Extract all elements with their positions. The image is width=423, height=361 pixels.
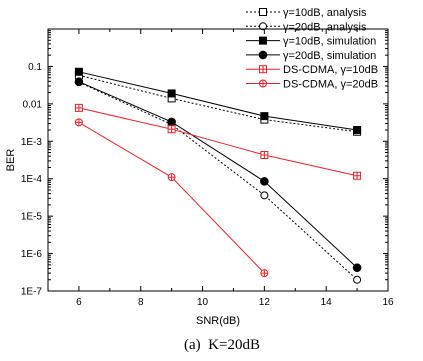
legend-label: DS-CDMA, γ=10dB — [283, 64, 378, 76]
series-2 — [74, 78, 362, 284]
x-tick-label: 16 — [382, 297, 394, 308]
data-point — [260, 191, 269, 200]
legend-label: γ=10dB, simulation — [283, 36, 376, 48]
legend-marker — [259, 65, 267, 74]
series-5 — [74, 103, 362, 180]
legend-item: γ=10dB, analysis — [246, 7, 367, 19]
x-axis-title: SNR(dB) — [196, 315, 240, 327]
series-line — [78, 74, 358, 133]
plot-area — [47, 28, 389, 292]
legend-label: DS-CDMA, γ=20dB — [283, 79, 378, 91]
data-point — [74, 77, 84, 87]
data-point — [260, 269, 269, 278]
data-point — [353, 171, 362, 180]
legend-marker — [259, 36, 267, 45]
axis-ticks: 6 8 10 12 14 16 0.1 0.01 1E-3 1E-4 1E-5 1E-6 1E-7 — [21, 29, 394, 308]
y-tick-label: 0.01 — [23, 99, 43, 110]
y-tick-label: 1E-3 — [21, 137, 43, 148]
legend-item: γ=10dB, simulation — [246, 36, 376, 48]
legend-item: γ=20dB, simulation — [246, 50, 376, 62]
data-point — [352, 263, 362, 272]
legend-marker — [258, 50, 268, 60]
series-line — [78, 81, 358, 269]
data-point — [167, 125, 176, 134]
legend-marker — [259, 22, 267, 31]
legend-label: γ=20dB, analysis — [283, 21, 367, 33]
data-point — [260, 112, 269, 121]
legend-item: DS-CDMA, γ=20dB — [246, 79, 378, 91]
series-3 — [74, 67, 362, 135]
series-line — [78, 121, 265, 274]
x-tick-label: 8 — [138, 297, 144, 308]
data-point — [353, 275, 362, 284]
data-point — [74, 103, 83, 112]
y-tick-label: 1E-4 — [21, 174, 43, 185]
x-tick-label: 10 — [197, 297, 209, 308]
x-tick-label: 6 — [76, 297, 82, 308]
legend-marker — [259, 8, 267, 16]
data-series — [74, 67, 362, 284]
series-line — [78, 71, 358, 131]
data-point — [167, 89, 176, 98]
y-tick-label: 1E-7 — [21, 287, 43, 298]
y-tick-label: 0.1 — [28, 62, 42, 73]
legend-marker — [259, 79, 267, 88]
data-point — [74, 67, 83, 76]
data-point — [167, 117, 176, 127]
legend-label: γ=20dB, simulation — [283, 50, 376, 62]
data-point — [167, 173, 176, 182]
series-6 — [74, 118, 269, 278]
legend-item: DS-CDMA, γ=10dB — [246, 64, 378, 76]
series-line — [78, 81, 358, 281]
data-point — [353, 126, 362, 135]
series-4 — [74, 77, 362, 272]
data-point — [74, 118, 83, 127]
x-tick-label: 14 — [321, 297, 333, 308]
data-point — [260, 177, 269, 186]
figure-caption: (a) K=20dB — [184, 337, 260, 353]
legend-label: γ=10dB, analysis — [283, 7, 367, 19]
y-axis-title: BER — [5, 149, 17, 172]
x-tick-label: 12 — [259, 297, 271, 308]
series-line — [78, 107, 358, 177]
y-tick-label: 1E-6 — [21, 249, 43, 260]
y-tick-label: 1E-5 — [21, 212, 43, 223]
data-point — [260, 151, 269, 160]
legend-item: γ=20dB, analysis — [246, 21, 367, 33]
legend: γ=10dB, analysis γ=20dB, analysis γ=10dB, … — [246, 7, 378, 91]
